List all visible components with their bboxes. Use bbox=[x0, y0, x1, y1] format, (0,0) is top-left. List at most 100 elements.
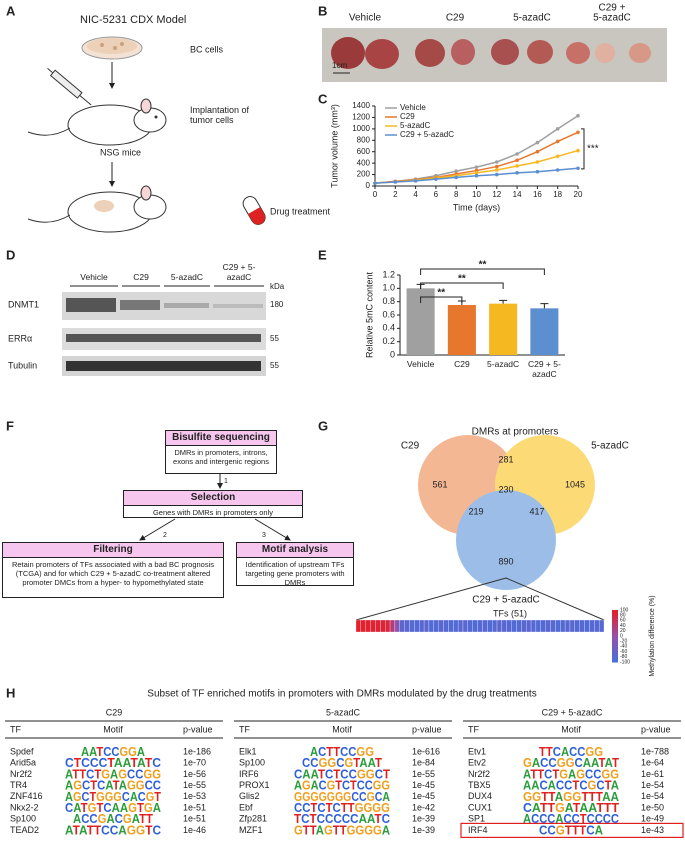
p-value: 1e-55 bbox=[183, 780, 206, 790]
column-header: Motif bbox=[332, 724, 352, 734]
sig-label: ** bbox=[458, 274, 466, 285]
arrow-label: 2 bbox=[163, 532, 167, 539]
heat-cell bbox=[360, 619, 366, 633]
y-tick-label: 1.0 bbox=[382, 283, 395, 293]
colorbar bbox=[612, 612, 618, 616]
x-tick-label: C29 bbox=[454, 359, 470, 369]
count: 890 bbox=[498, 556, 513, 566]
row-label: ERRα bbox=[8, 333, 32, 343]
heat-cell bbox=[598, 619, 605, 633]
heat-cell bbox=[457, 619, 464, 633]
panel-letter: F bbox=[6, 418, 14, 433]
motif: CCGGCGTAAT bbox=[302, 756, 382, 770]
x-tick-label: 12 bbox=[492, 190, 501, 199]
point bbox=[495, 160, 499, 164]
motif: ATTCTGAGCCGG bbox=[65, 768, 161, 782]
syringe bbox=[47, 68, 92, 106]
flow-arrows bbox=[139, 473, 291, 541]
colorbar bbox=[612, 654, 618, 658]
column-header: TF bbox=[239, 724, 250, 734]
count: 219 bbox=[468, 506, 483, 516]
tf-name: DUX4 bbox=[468, 791, 492, 801]
y-tick-label: 0 bbox=[390, 349, 395, 359]
count: 230 bbox=[498, 484, 513, 494]
motif: ATATTCCAGGTC bbox=[65, 824, 161, 838]
sig-label: ** bbox=[479, 260, 487, 271]
motif: ACCCACCTCCCC bbox=[523, 812, 619, 826]
colorbar bbox=[612, 656, 618, 660]
group-label: C29 bbox=[446, 13, 465, 24]
motif: AATCCGGA bbox=[81, 745, 145, 759]
p-value: 1e-61 bbox=[641, 769, 664, 779]
heat-cell bbox=[530, 619, 537, 633]
unit: kDa bbox=[270, 282, 285, 291]
point bbox=[535, 169, 540, 174]
set-label: C29 + 5-azadC bbox=[472, 595, 540, 606]
motif: AACACCTCGCTA bbox=[523, 779, 619, 793]
section-title: Subset of TF enriched motifs in promoter… bbox=[147, 689, 536, 700]
tf-name: TR4 bbox=[10, 780, 27, 790]
panel-letter: D bbox=[6, 247, 15, 262]
tf-name: Ebf bbox=[239, 802, 253, 812]
group-label: C29 bbox=[133, 272, 149, 282]
petri-dish bbox=[81, 36, 143, 60]
y-axis-label: Relative 5mC content bbox=[364, 271, 374, 358]
point bbox=[555, 154, 560, 159]
tf-name: Arid5a bbox=[10, 758, 36, 768]
heat-cell bbox=[526, 619, 532, 633]
x-tick-label: 2 bbox=[393, 190, 398, 199]
label: NSG mice bbox=[100, 147, 141, 157]
heat-cell bbox=[545, 619, 551, 633]
group-label: C29 + bbox=[599, 3, 626, 14]
heat-cell bbox=[564, 619, 571, 633]
colorbar-tick: -40 bbox=[620, 644, 627, 650]
p-value: 1e-39 bbox=[412, 825, 435, 835]
p-value: 1e-51 bbox=[183, 802, 206, 812]
heat-cell bbox=[550, 619, 556, 633]
set-label: C29 bbox=[401, 441, 420, 452]
step-title: Selection bbox=[123, 490, 303, 506]
p-value: 1e-45 bbox=[412, 780, 435, 790]
column-header: Motif bbox=[561, 724, 581, 734]
x-tick-label: 5-azadC bbox=[487, 359, 520, 369]
column-header: p-value bbox=[183, 724, 213, 734]
point bbox=[535, 140, 540, 145]
count: 561 bbox=[432, 479, 447, 489]
motif: ACCGACGATT bbox=[73, 812, 153, 826]
point bbox=[515, 171, 519, 175]
colorbar bbox=[612, 633, 618, 637]
point bbox=[555, 127, 560, 131]
tf-name: PROX1 bbox=[239, 780, 270, 790]
venn-title: DMRs at promoters bbox=[472, 427, 559, 438]
point bbox=[474, 165, 479, 169]
colorbar bbox=[612, 610, 618, 614]
heat-cell bbox=[467, 619, 473, 633]
x-tick-label: Vehicle bbox=[406, 359, 435, 369]
colorbar bbox=[612, 636, 618, 640]
motif: CCTCTCTTGGGG bbox=[294, 801, 390, 815]
step-text: Retain promoters of TFs associated with … bbox=[2, 557, 224, 598]
point bbox=[515, 158, 519, 163]
tf-name: CUX1 bbox=[468, 802, 492, 812]
heat-cell bbox=[438, 619, 444, 633]
x-tick-label: 6 bbox=[434, 190, 439, 199]
motif: ATTCTGAGCCGG bbox=[523, 768, 619, 782]
colorbar-tick: 0 bbox=[620, 633, 623, 639]
point bbox=[515, 152, 519, 156]
p-value: 1e-616 bbox=[412, 746, 440, 756]
motif: AGCTGGGCACGT bbox=[65, 790, 161, 804]
heat-cell bbox=[589, 619, 595, 633]
motif: ACTTCCGG bbox=[310, 745, 374, 759]
point bbox=[576, 113, 580, 118]
colorbar bbox=[612, 649, 618, 653]
motif: AGCTCATAGGCC bbox=[65, 779, 161, 793]
colorbar bbox=[612, 646, 618, 650]
colorbar-tick: -100 bbox=[620, 659, 630, 665]
table-title: 5-azadC bbox=[326, 707, 361, 717]
y-axis-label: Tumor volume (mm³) bbox=[329, 104, 339, 188]
colorbar-tick: -80 bbox=[620, 654, 627, 660]
heat-cell bbox=[511, 619, 517, 633]
point bbox=[555, 139, 560, 144]
heat-cell bbox=[501, 619, 507, 633]
motif: GTTAGTTGGGGA bbox=[294, 824, 390, 838]
